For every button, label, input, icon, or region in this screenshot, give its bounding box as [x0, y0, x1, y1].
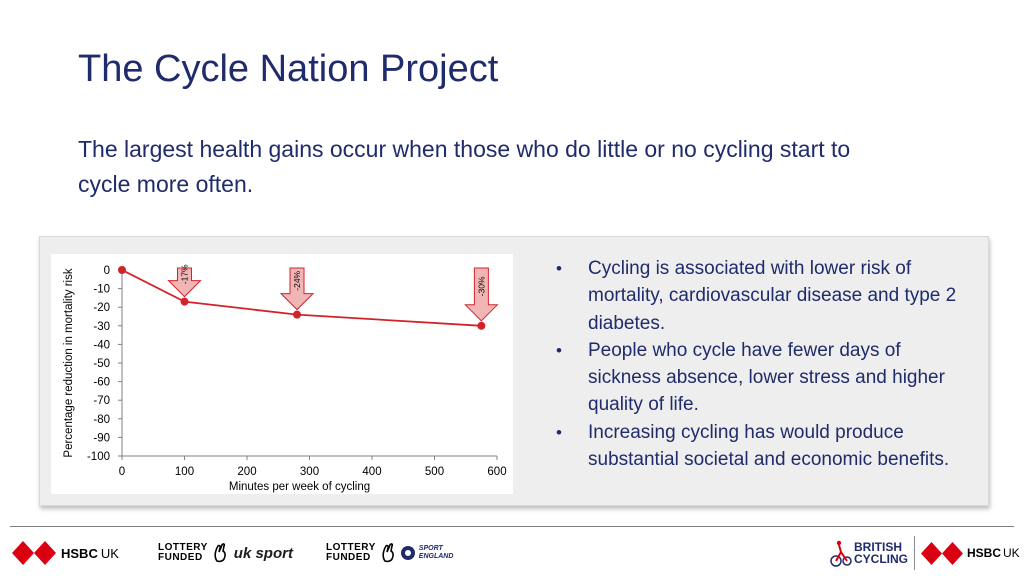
- lottery-line1: LOTTERY: [326, 542, 376, 553]
- y-tick-label: -80: [93, 414, 110, 426]
- y-tick-label: -100: [87, 451, 110, 463]
- annotation-arrow: [464, 267, 499, 322]
- data-point: [180, 297, 189, 306]
- slide-subtitle: The largest health gains occur when thos…: [78, 136, 851, 197]
- british-cycling-line2: CYCLING: [854, 552, 908, 566]
- y-tick-label: -30: [93, 321, 110, 333]
- bullet-list: • Cycling is associated with lower risk o…: [548, 255, 978, 473]
- bullet-symbol: •: [556, 340, 562, 360]
- x-tick-label: 400: [362, 466, 381, 478]
- y-tick-label: -20: [93, 302, 110, 314]
- y-axis-label: Percentage reduction in mortality risk: [63, 268, 75, 457]
- cyclist-icon: [830, 540, 852, 567]
- british-cycling-line1: BRITISH: [854, 540, 902, 554]
- bullet-item: • People who cycle have fewer days of sic…: [548, 337, 978, 419]
- annotation-label: -24%: [292, 270, 302, 290]
- hsbc-suffix: UK: [1003, 546, 1020, 560]
- sportengland-line2: ENGLAND: [418, 553, 454, 560]
- hsbc-uk-logo-left: HSBC UK: [12, 536, 119, 570]
- bullet-text: Increasing cycling has would produce sub…: [588, 421, 950, 471]
- content-panel: 0 -10 -20 -30 -40 -50 -60 -70 -80 -90 -100 0 100 200 3…: [39, 236, 989, 506]
- y-tick-label: -10: [93, 284, 110, 296]
- y-tick-label: 0: [104, 265, 110, 277]
- lottery-uksport-logo: LOTTERY FUNDED uk sport: [158, 536, 293, 570]
- hsbc-name: HSBC: [967, 546, 1002, 560]
- y-tick-label: -40: [93, 339, 110, 351]
- british-cycling-hsbc-logo: BRITISH CYCLING HSBC UK: [830, 536, 1020, 570]
- hsbc-hexagon-icon: [921, 541, 963, 565]
- chart-container: 0 -10 -20 -30 -40 -50 -60 -70 -80 -90 -100 0 100 200 3…: [51, 254, 513, 494]
- x-tick-label: 300: [300, 466, 319, 478]
- hsbc-name: HSBC: [61, 545, 98, 561]
- bullet-text: Cycling is associated with lower risk of…: [588, 258, 957, 334]
- data-point: [118, 266, 126, 274]
- lottery-line1: LOTTERY: [158, 542, 208, 553]
- logo-separator: [914, 536, 915, 570]
- lottery-sportengland-logo: LOTTERY FUNDED SPORT ENGLAND: [326, 536, 453, 570]
- bullet-symbol: •: [556, 259, 562, 278]
- footer-divider: [10, 526, 1014, 527]
- sport-england-emblem-icon: [400, 546, 415, 560]
- x-tick-label: 0: [119, 466, 125, 478]
- lottery-line2: FUNDED: [326, 552, 371, 563]
- annotation-arrow: [279, 267, 315, 311]
- y-tick-label: -60: [93, 377, 110, 389]
- bullet-item: • Cycling is associated with lower risk o…: [548, 255, 978, 337]
- crossed-fingers-icon: [382, 543, 394, 563]
- bullet-item: • Increasing cycling has would produce su…: [548, 419, 978, 474]
- crossed-fingers-icon: [214, 543, 226, 563]
- hsbc-suffix: UK: [100, 545, 119, 561]
- x-tick-label: 500: [425, 466, 444, 478]
- y-tick-label: -50: [93, 358, 110, 370]
- slide-title: The Cycle Nation Project: [78, 48, 499, 90]
- lottery-line2: FUNDED: [158, 552, 203, 563]
- x-tick-label: 200: [237, 466, 256, 478]
- x-tick-label: 100: [175, 466, 194, 478]
- data-point: [477, 321, 486, 330]
- sportengland-line1: SPORT: [418, 545, 443, 552]
- x-tick-label: 600: [487, 466, 506, 478]
- bullet-symbol: •: [556, 422, 562, 442]
- mortality-chart: 0 -10 -20 -30 -40 -50 -60 -70 -80 -90 -100 0 100 200 3…: [63, 264, 507, 493]
- x-axis-label: Minutes per week of cycling: [229, 481, 370, 493]
- annotation-arrow: [167, 267, 202, 298]
- y-tick-label: -90: [93, 432, 110, 444]
- bullet-text: People who cycle have fewer days of sick…: [588, 339, 945, 416]
- annotation-label: -17%: [180, 264, 190, 284]
- annotation-label: -30%: [476, 276, 486, 296]
- series-line: [121, 269, 482, 327]
- uksport-wordmark: uk sport: [233, 544, 293, 562]
- data-point: [293, 310, 301, 319]
- y-tick-label: -70: [93, 395, 110, 407]
- hsbc-hexagon-icon: [12, 541, 56, 565]
